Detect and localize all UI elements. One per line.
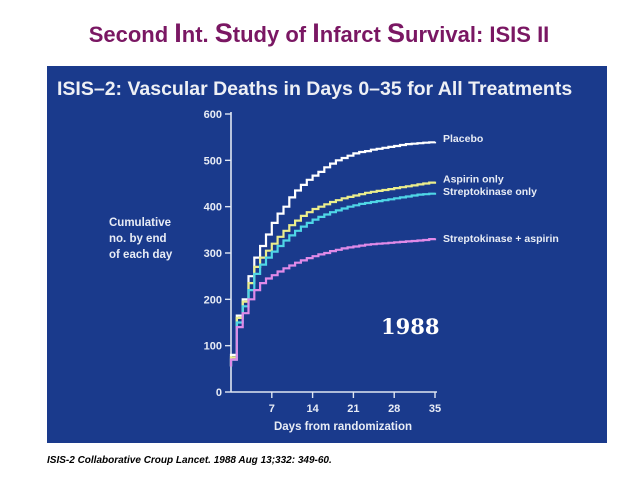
y-tick-label: 100 <box>204 341 222 353</box>
x-tick-label: 28 <box>388 403 400 415</box>
x-tick-label: 7 <box>269 403 275 415</box>
x-axis-label: Days from randomization <box>274 421 412 433</box>
legend-label: Streptokinase + aspirin <box>443 233 559 245</box>
slide-title: Second Int. Study of Infarct Survival: I… <box>0 18 638 49</box>
title-initial-capital: I <box>174 18 182 48</box>
chart-svg: ISIS–2: Vascular Deaths in Days 0–35 for… <box>57 78 572 433</box>
legend-label: Aspirin only <box>443 174 504 186</box>
title-initial-capital: S <box>214 18 233 48</box>
title-text-segment: tudy of <box>232 22 313 47</box>
y-tick-label: 500 <box>204 155 222 167</box>
legend-label: Streptokinase only <box>443 186 537 198</box>
citation: ISIS-2 Collaborative Croup Lancet. 1988 … <box>47 455 332 466</box>
legend-label: Placebo <box>443 133 483 145</box>
y-tick-label: 400 <box>204 202 222 214</box>
x-tick-label: 21 <box>347 403 359 415</box>
title-text-segment: Second <box>88 22 175 47</box>
y-tick-label: 0 <box>216 387 222 399</box>
x-tick-label: 35 <box>429 403 441 415</box>
title-text-segment: urvival: ISIS II <box>405 22 550 47</box>
chart-panel: ISIS–2: Vascular Deaths in Days 0–35 for… <box>47 66 607 443</box>
year-stamp: 1988 <box>381 314 439 339</box>
title-initial-capital: S <box>387 18 406 48</box>
y-tick-label: 200 <box>204 294 222 306</box>
y-axis-label: of each day <box>109 249 173 261</box>
y-axis-label: Cumulative <box>109 217 171 229</box>
chart-title: ISIS–2: Vascular Deaths in Days 0–35 for… <box>57 78 572 100</box>
title-text-segment: nfarct <box>319 22 387 47</box>
title-text-segment: nt. <box>181 22 215 47</box>
title-initial-capital: I <box>312 18 320 48</box>
x-tick-label: 14 <box>306 403 319 415</box>
series-line-3 <box>229 192 437 367</box>
y-tick-label: 600 <box>204 109 222 121</box>
y-axis-label: no. by end <box>109 233 167 245</box>
series-line-1 <box>229 141 437 367</box>
series-line-4 <box>229 238 437 367</box>
y-tick-label: 300 <box>204 248 222 260</box>
